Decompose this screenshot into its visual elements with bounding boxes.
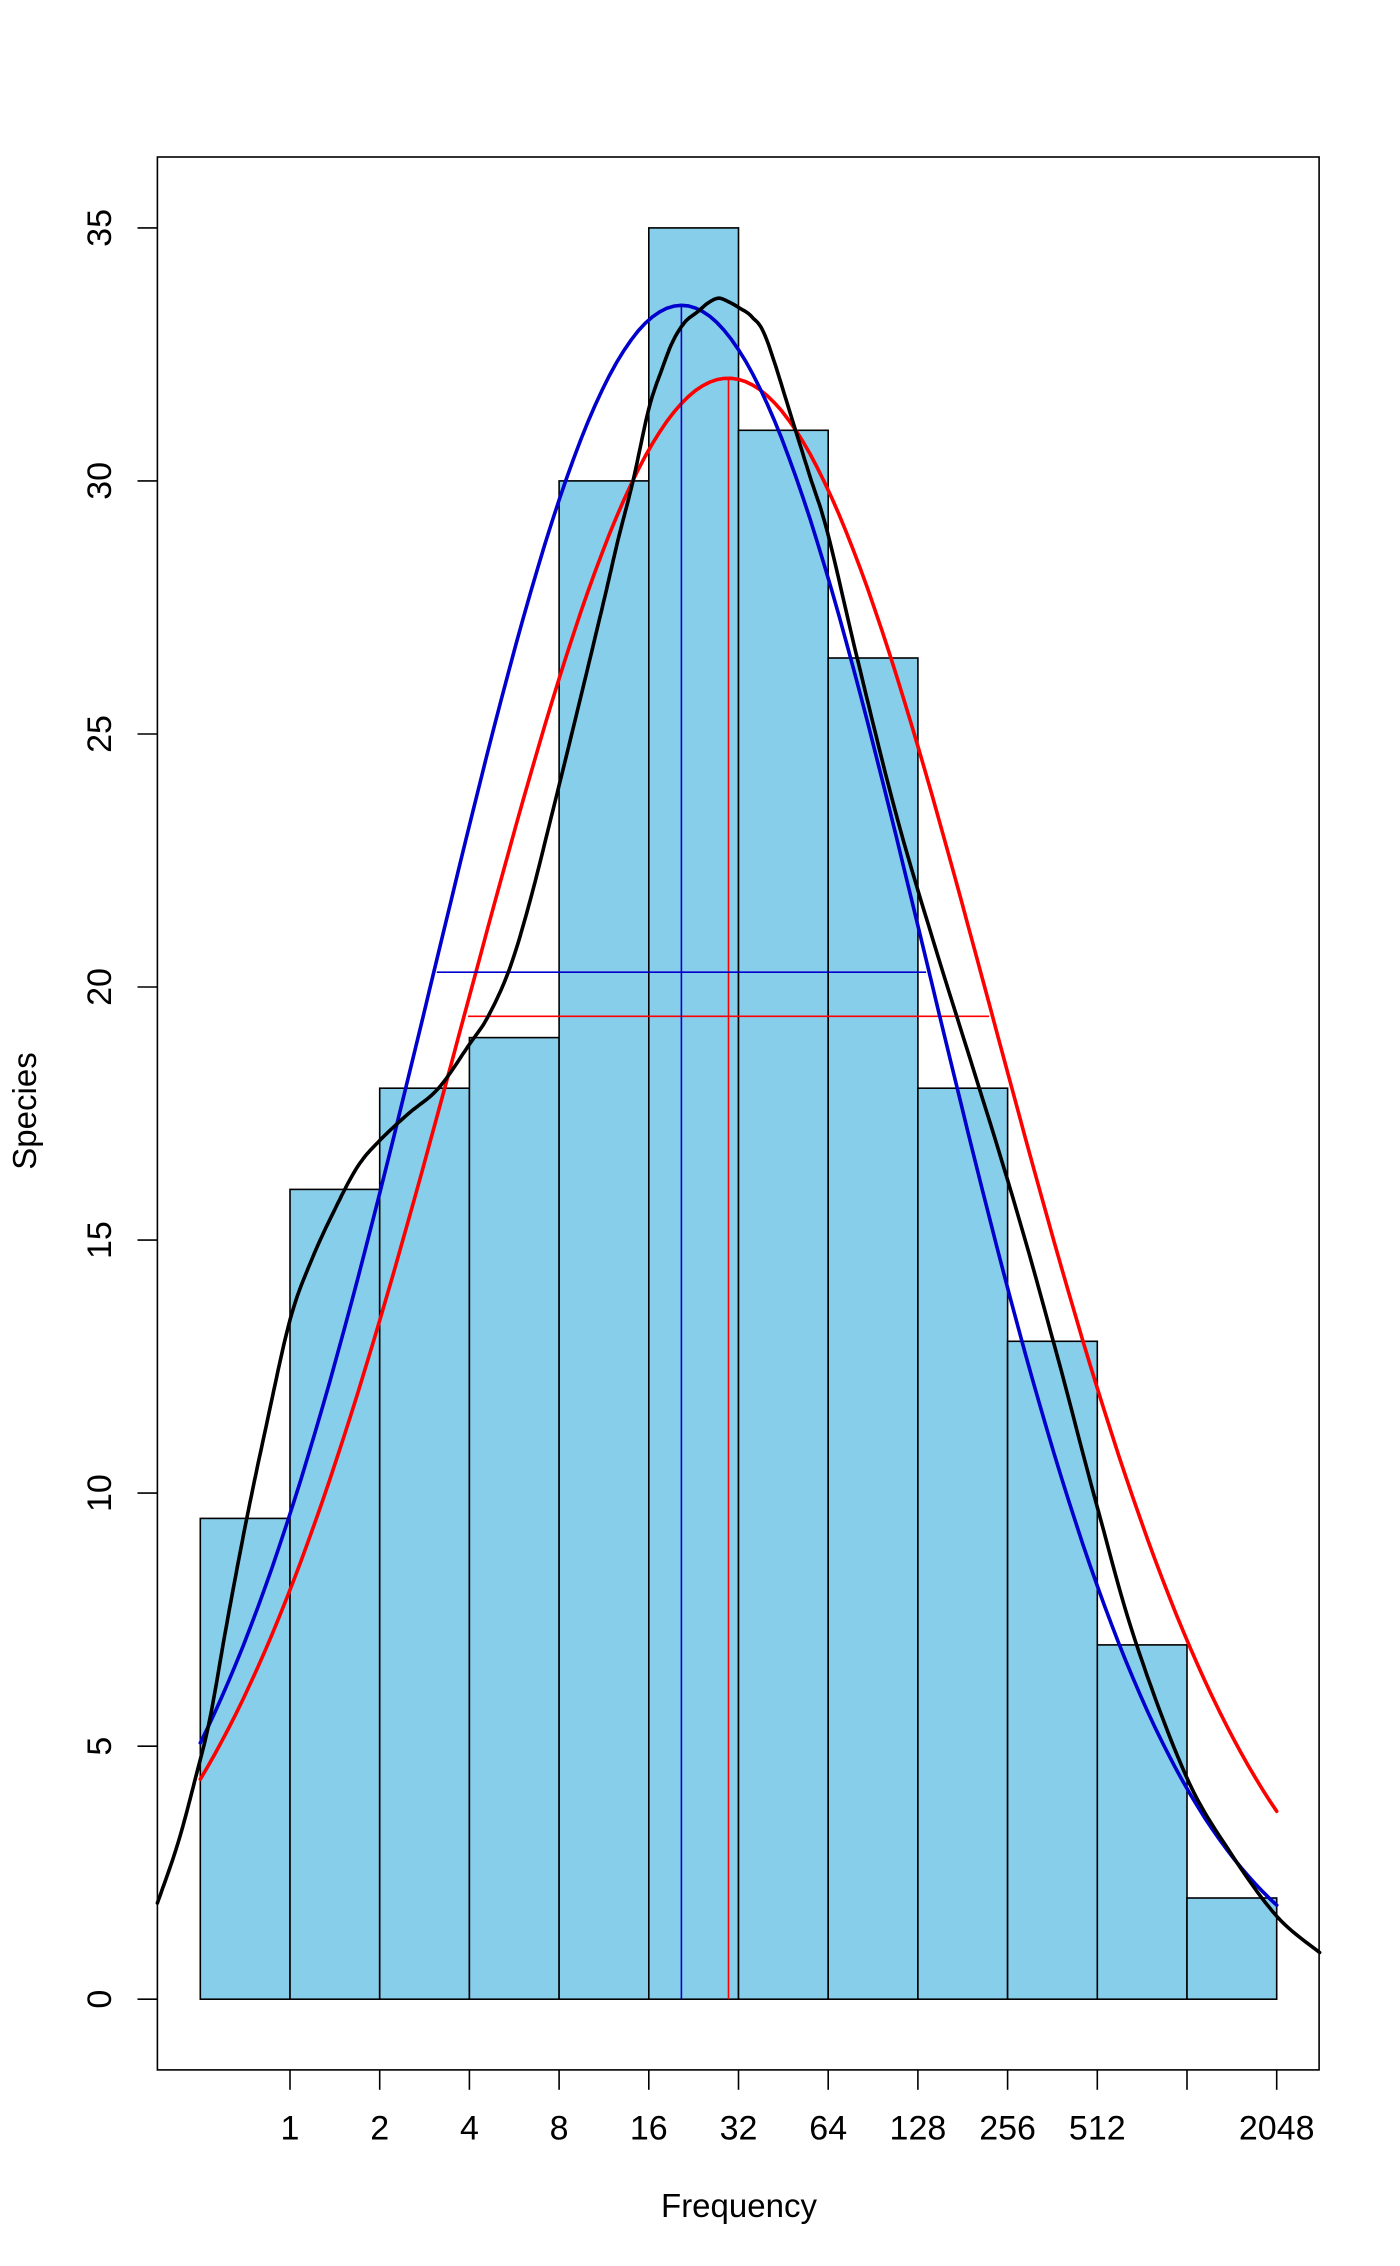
svg-text:32: 32 [720, 2110, 758, 2148]
svg-text:Species: Species [6, 1052, 43, 1169]
svg-text:15: 15 [81, 1221, 119, 1259]
svg-text:128: 128 [890, 2110, 947, 2148]
svg-text:2048: 2048 [1239, 2110, 1315, 2148]
svg-text:5: 5 [81, 1737, 119, 1756]
svg-text:0: 0 [81, 1990, 119, 2009]
svg-text:64: 64 [809, 2110, 847, 2148]
svg-text:2: 2 [370, 2110, 389, 2148]
svg-text:20: 20 [81, 968, 119, 1006]
svg-text:512: 512 [1069, 2110, 1126, 2148]
svg-text:30: 30 [81, 462, 119, 500]
svg-text:25: 25 [81, 715, 119, 753]
svg-text:256: 256 [979, 2110, 1036, 2148]
svg-text:10: 10 [81, 1474, 119, 1512]
svg-text:35: 35 [81, 209, 119, 247]
svg-text:1: 1 [281, 2110, 300, 2148]
svg-text:8: 8 [550, 2110, 569, 2148]
svg-text:16: 16 [630, 2110, 668, 2148]
svg-text:Frequency: Frequency [661, 2187, 817, 2224]
svg-text:4: 4 [460, 2110, 479, 2148]
